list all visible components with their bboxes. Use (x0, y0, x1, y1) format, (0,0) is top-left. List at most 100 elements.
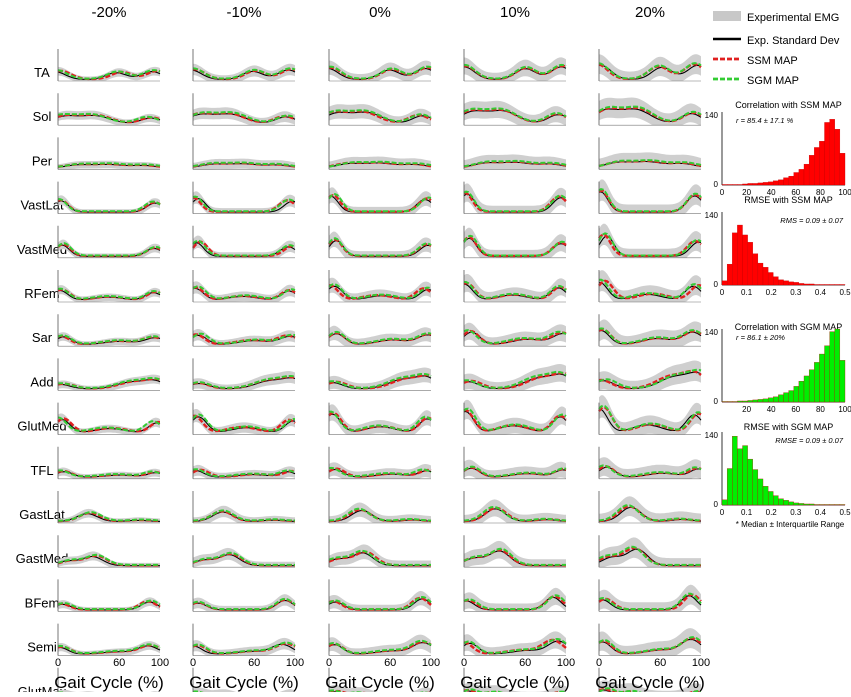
experimental-emg-band (599, 270, 701, 302)
histogram-bar (830, 119, 835, 185)
histogram-bar (804, 164, 809, 185)
histogram-x-tick: 80 (816, 405, 825, 414)
experimental-emg-band (329, 404, 431, 434)
histogram-bar (804, 504, 809, 505)
histogram-bar (814, 362, 819, 402)
histogram-y-tick: 140 (705, 211, 719, 220)
histogram-bar (809, 155, 814, 185)
histogram-bar (799, 381, 804, 402)
histogram-y-tick: 140 (705, 431, 719, 440)
histogram-bar (794, 386, 799, 402)
histogram-bar (835, 129, 840, 185)
x-axis-title: Gait Cycle (%) (54, 673, 164, 692)
x-tick-label: 0 (190, 657, 196, 669)
experimental-emg-band (464, 274, 566, 302)
histogram-bar (784, 393, 789, 402)
histogram-bar (840, 360, 845, 402)
histogram-x-tick: 0.2 (766, 508, 778, 517)
histogram-bar (840, 284, 845, 285)
panel-Sar-2 (329, 314, 431, 346)
histogram-bar (763, 399, 768, 402)
panel-GastMed-3 (464, 535, 566, 567)
histogram-bar (753, 183, 758, 185)
histogram-title: RMSE with SSM MAP (744, 195, 833, 205)
panel-TA-3 (464, 49, 566, 81)
histogram-bar (727, 401, 732, 402)
panel-BFem-1 (193, 579, 295, 611)
histogram-bar (758, 479, 763, 505)
panel-BFem-3 (464, 579, 566, 611)
row-label: Per (32, 153, 53, 168)
experimental-emg-band (599, 457, 701, 479)
histogram-title: Correlation with SSM MAP (735, 100, 842, 110)
panel-GastMed-2 (329, 535, 431, 567)
panel-Sol-1 (193, 93, 295, 125)
histogram-bar (840, 153, 845, 185)
histogram-bar (794, 282, 799, 285)
histogram-bar (794, 503, 799, 505)
histogram-bar (825, 346, 830, 402)
panel-GastLat-2 (329, 491, 431, 523)
histogram-bar (784, 281, 789, 285)
histogram-bar (778, 180, 783, 185)
panel-Semi-3 (464, 624, 566, 656)
histogram-bar (748, 242, 753, 285)
x-axis-title: Gait Cycle (%) (460, 673, 570, 692)
histogram-bar (794, 172, 799, 185)
histogram-annotation: r = 85.4 ± 17.1 % (736, 116, 794, 125)
histogram-y-tick: 140 (705, 328, 719, 337)
row-label: Add (30, 374, 53, 389)
panel-BFem-2 (329, 579, 431, 611)
histogram-bar (727, 264, 732, 285)
panel-Add-0 (58, 358, 160, 390)
histogram-bar (819, 354, 824, 402)
x-tick-label: 0 (55, 657, 61, 669)
panel-VastLat-1 (193, 182, 295, 214)
panel-TFL-3 (464, 447, 566, 479)
histogram-x-tick: 0 (720, 508, 725, 517)
panel-RFem-0 (58, 270, 160, 302)
histogram-bar (748, 400, 753, 402)
row-label: TA (34, 65, 50, 80)
panel-GastLat-1 (193, 491, 295, 523)
column-header: 20% (635, 4, 665, 21)
panel-GlutMed-4 (599, 395, 701, 434)
histogram-bar (722, 500, 727, 505)
panel-RFem-2 (329, 270, 431, 302)
legend-label: SSM MAP (747, 55, 798, 67)
panel-GastLat-0 (58, 491, 160, 523)
panel-Sol-0 (58, 93, 160, 125)
histogram-bar (763, 486, 768, 505)
histogram-x-tick: 0.1 (741, 508, 753, 517)
histogram-bar (814, 147, 819, 185)
panel-Add-1 (193, 358, 295, 390)
panel-BFem-0 (58, 579, 160, 611)
histogram-bar (830, 284, 835, 285)
x-tick-label: 60 (113, 657, 125, 669)
panel-RFem-1 (193, 270, 295, 302)
x-tick-label: 0 (596, 657, 602, 669)
x-axis-title: Gait Cycle (%) (189, 673, 299, 692)
histogram-bar (778, 499, 783, 505)
panel-VastMed-3 (464, 226, 566, 258)
panel-TFL-0 (58, 447, 160, 479)
panel-Semi-0 (58, 624, 160, 656)
panel-TFL-1 (193, 447, 295, 479)
panel-VastMed-2 (329, 226, 431, 258)
histogram-bar (722, 281, 727, 285)
panel-VastMed-1 (193, 226, 295, 258)
x-tick-label: 60 (384, 657, 396, 669)
experimental-emg-band (58, 285, 160, 302)
histogram-bar (804, 284, 809, 285)
histogram-bar (743, 184, 748, 185)
histogram-bar (809, 284, 814, 285)
histogram-bar (819, 504, 824, 505)
histogram-bar (732, 401, 737, 402)
row-label: TFL (30, 463, 53, 478)
x-tick-label: 100 (557, 657, 575, 669)
histogram-bar (763, 182, 768, 185)
histogram-bar (773, 496, 778, 505)
histogram-title: Correlation with SGM MAP (735, 322, 843, 332)
panel-GastLat-4 (599, 491, 701, 523)
